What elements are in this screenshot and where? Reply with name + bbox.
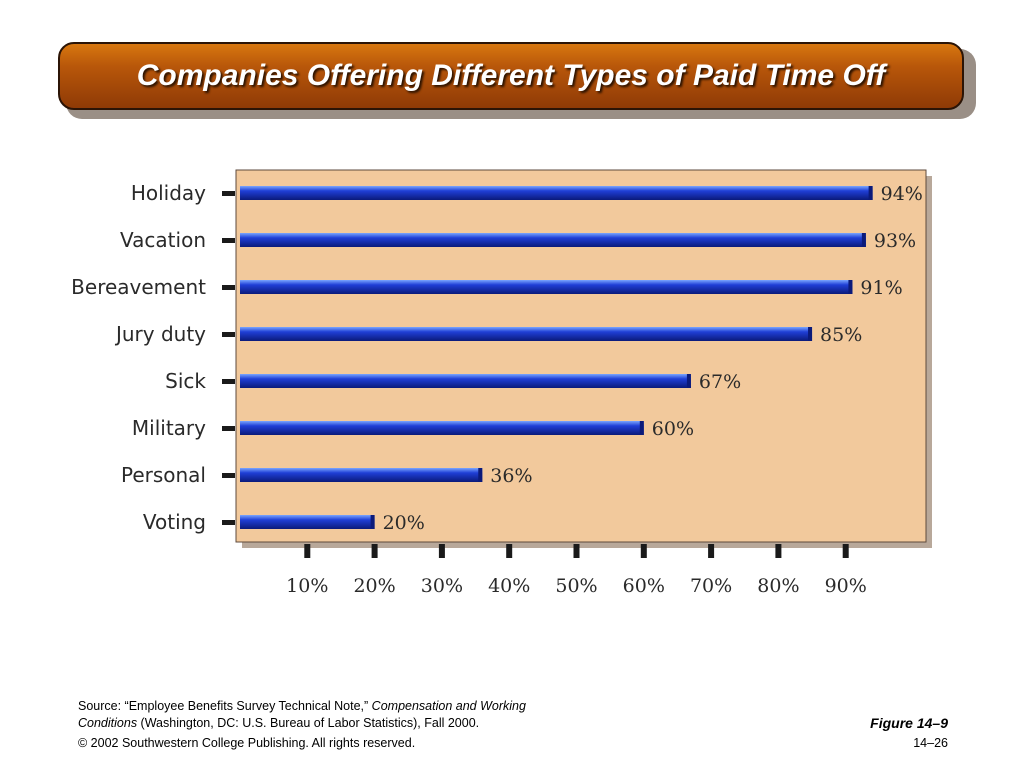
bar xyxy=(240,327,813,341)
x-tick-label: 50% xyxy=(555,575,597,597)
x-tick-mark xyxy=(371,544,378,558)
bar xyxy=(240,374,691,388)
plot-panel xyxy=(235,169,927,543)
y-tick-mark xyxy=(222,520,235,525)
source-suffix: (Washington, DC: U.S. Bureau of Labor St… xyxy=(137,716,480,730)
figure-label: Figure 14–9 xyxy=(870,715,948,731)
x-tick-label: 40% xyxy=(488,575,530,597)
x-tick-label: 80% xyxy=(757,575,799,597)
bar xyxy=(240,515,375,529)
bar xyxy=(240,468,483,482)
x-tick-label: 70% xyxy=(690,575,732,597)
value-label: 20% xyxy=(383,512,425,534)
category-label: Sick xyxy=(165,369,206,393)
y-tick-mark xyxy=(222,238,235,243)
x-tick-mark xyxy=(506,544,513,558)
x-tick-label: 90% xyxy=(825,575,867,597)
slide-title: Companies Offering Different Types of Pa… xyxy=(136,59,886,92)
value-label: 91% xyxy=(860,277,902,299)
category-label: Jury duty xyxy=(114,322,206,346)
x-tick-label: 10% xyxy=(286,575,328,597)
x-tick-mark xyxy=(640,544,647,558)
bar-end-cap xyxy=(868,186,873,200)
value-label: 60% xyxy=(652,418,694,440)
value-label: 85% xyxy=(820,324,862,346)
bar xyxy=(240,280,853,294)
x-tick-label: 60% xyxy=(623,575,665,597)
x-tick-label: 30% xyxy=(421,575,463,597)
value-label: 67% xyxy=(699,371,741,393)
source-title-1: Compensation and Working xyxy=(371,699,526,713)
bar-end-cap xyxy=(639,421,644,435)
category-label: Personal xyxy=(121,463,206,487)
title-bar: Companies Offering Different Types of Pa… xyxy=(58,42,964,110)
category-label: Military xyxy=(132,416,206,440)
x-tick-label: 20% xyxy=(353,575,395,597)
bar-end-cap xyxy=(808,327,813,341)
x-tick-mark xyxy=(775,544,782,558)
bar xyxy=(240,233,866,247)
bar xyxy=(240,421,644,435)
y-tick-mark xyxy=(222,379,235,384)
x-tick-mark xyxy=(304,544,311,558)
bar-end-cap xyxy=(848,280,853,294)
value-label: 36% xyxy=(490,465,532,487)
bar xyxy=(240,186,873,200)
category-label: Vacation xyxy=(120,228,206,252)
bar-end-cap xyxy=(861,233,866,247)
value-label: 94% xyxy=(881,183,923,205)
x-tick-mark xyxy=(708,544,715,558)
category-label: Voting xyxy=(143,510,206,534)
source-title-2: Conditions xyxy=(78,716,138,730)
y-tick-mark xyxy=(222,191,235,196)
y-tick-mark xyxy=(222,285,235,290)
value-label: 93% xyxy=(874,230,916,252)
source-prefix: Source: “Employee Benefits Survey Techni… xyxy=(78,699,372,713)
y-tick-mark xyxy=(222,473,235,478)
y-tick-mark xyxy=(222,426,235,431)
x-tick-mark xyxy=(438,544,445,558)
y-tick-mark xyxy=(222,332,235,337)
bar-end-cap xyxy=(370,515,375,529)
category-label: Bereavement xyxy=(71,275,206,299)
x-tick-mark xyxy=(842,544,849,558)
copyright: © 2002 Southwestern College Publishing. … xyxy=(78,736,416,750)
source-note: Source: “Employee Benefits Survey Techni… xyxy=(78,698,638,732)
bar-end-cap xyxy=(478,468,483,482)
page-number: 14–26 xyxy=(913,736,948,750)
x-tick-mark xyxy=(573,544,580,558)
category-label: Holiday xyxy=(131,181,206,205)
bar-end-cap xyxy=(686,374,691,388)
